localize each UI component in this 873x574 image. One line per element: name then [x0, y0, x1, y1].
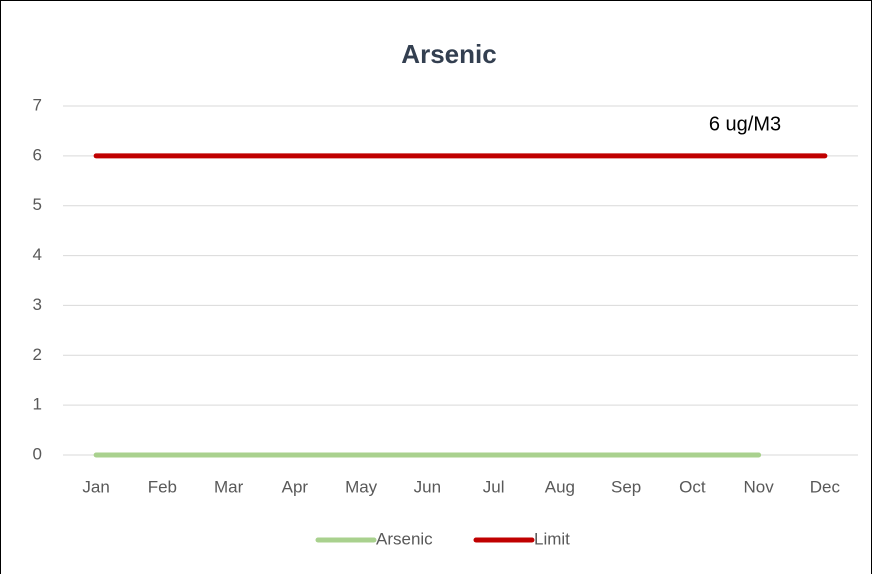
legend-label: Limit	[534, 529, 570, 548]
y-tick-label: 3	[33, 295, 42, 314]
y-tick-label: 0	[33, 444, 42, 463]
y-tick-label: 7	[33, 95, 42, 114]
x-tick-label: Nov	[744, 477, 775, 496]
x-tick-label: Sep	[611, 477, 641, 496]
x-tick-label: Feb	[148, 477, 177, 496]
x-tick-label: Aug	[545, 477, 575, 496]
x-tick-label: Mar	[214, 477, 244, 496]
y-tick-label: 2	[33, 345, 42, 364]
y-tick-label: 1	[33, 395, 42, 414]
y-tick-label: 4	[33, 245, 42, 264]
x-tick-label: Apr	[282, 477, 309, 496]
x-tick-label: Jan	[82, 477, 109, 496]
y-tick-label: 6	[33, 145, 42, 164]
y-tick-label: 5	[33, 195, 42, 214]
x-tick-label: Dec	[810, 477, 841, 496]
x-tick-label: Jun	[414, 477, 441, 496]
legend-label: Arsenic	[376, 529, 433, 548]
annotation: 6 ug/M3	[709, 113, 781, 135]
x-tick-label: May	[345, 477, 378, 496]
chart-title: Arsenic	[401, 39, 496, 69]
x-tick-label: Jul	[483, 477, 505, 496]
x-tick-label: Oct	[679, 477, 706, 496]
